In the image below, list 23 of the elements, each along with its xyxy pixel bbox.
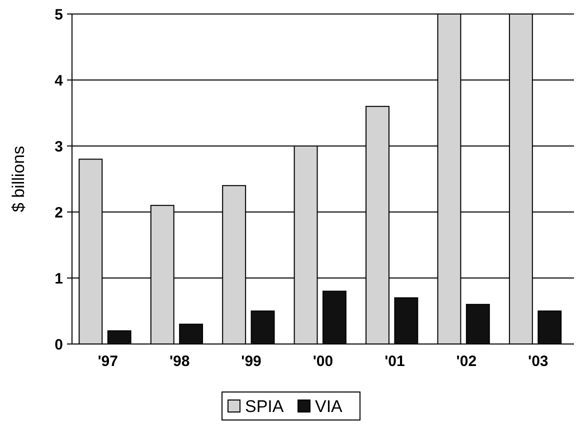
y-axis-title: $ billions bbox=[9, 146, 28, 212]
x-tick-label: '00 bbox=[312, 353, 334, 370]
x-tick-label: '02 bbox=[456, 353, 477, 370]
bar bbox=[322, 290, 346, 344]
x-tick-label: '03 bbox=[528, 353, 548, 370]
y-tick-label: 5 bbox=[54, 6, 63, 24]
bar bbox=[107, 330, 132, 344]
x-tick-label: '99 bbox=[241, 353, 262, 370]
y-tick-label: 1 bbox=[54, 270, 63, 288]
bar bbox=[538, 310, 562, 344]
y-tick-label: 4 bbox=[54, 72, 64, 90]
x-tick-label: '97 bbox=[98, 353, 118, 370]
legend-label: SPIA bbox=[245, 396, 284, 416]
bar bbox=[250, 310, 275, 344]
bar bbox=[179, 324, 204, 344]
legend-label: VIA bbox=[315, 396, 344, 416]
y-tick-label: 3 bbox=[54, 138, 63, 156]
bar bbox=[394, 297, 418, 344]
x-tick-label: '01 bbox=[384, 353, 405, 370]
x-tick-label: '98 bbox=[169, 353, 190, 370]
y-tick-label: 2 bbox=[54, 204, 63, 222]
y-tick-label: 0 bbox=[54, 336, 63, 354]
bar bbox=[466, 304, 490, 344]
